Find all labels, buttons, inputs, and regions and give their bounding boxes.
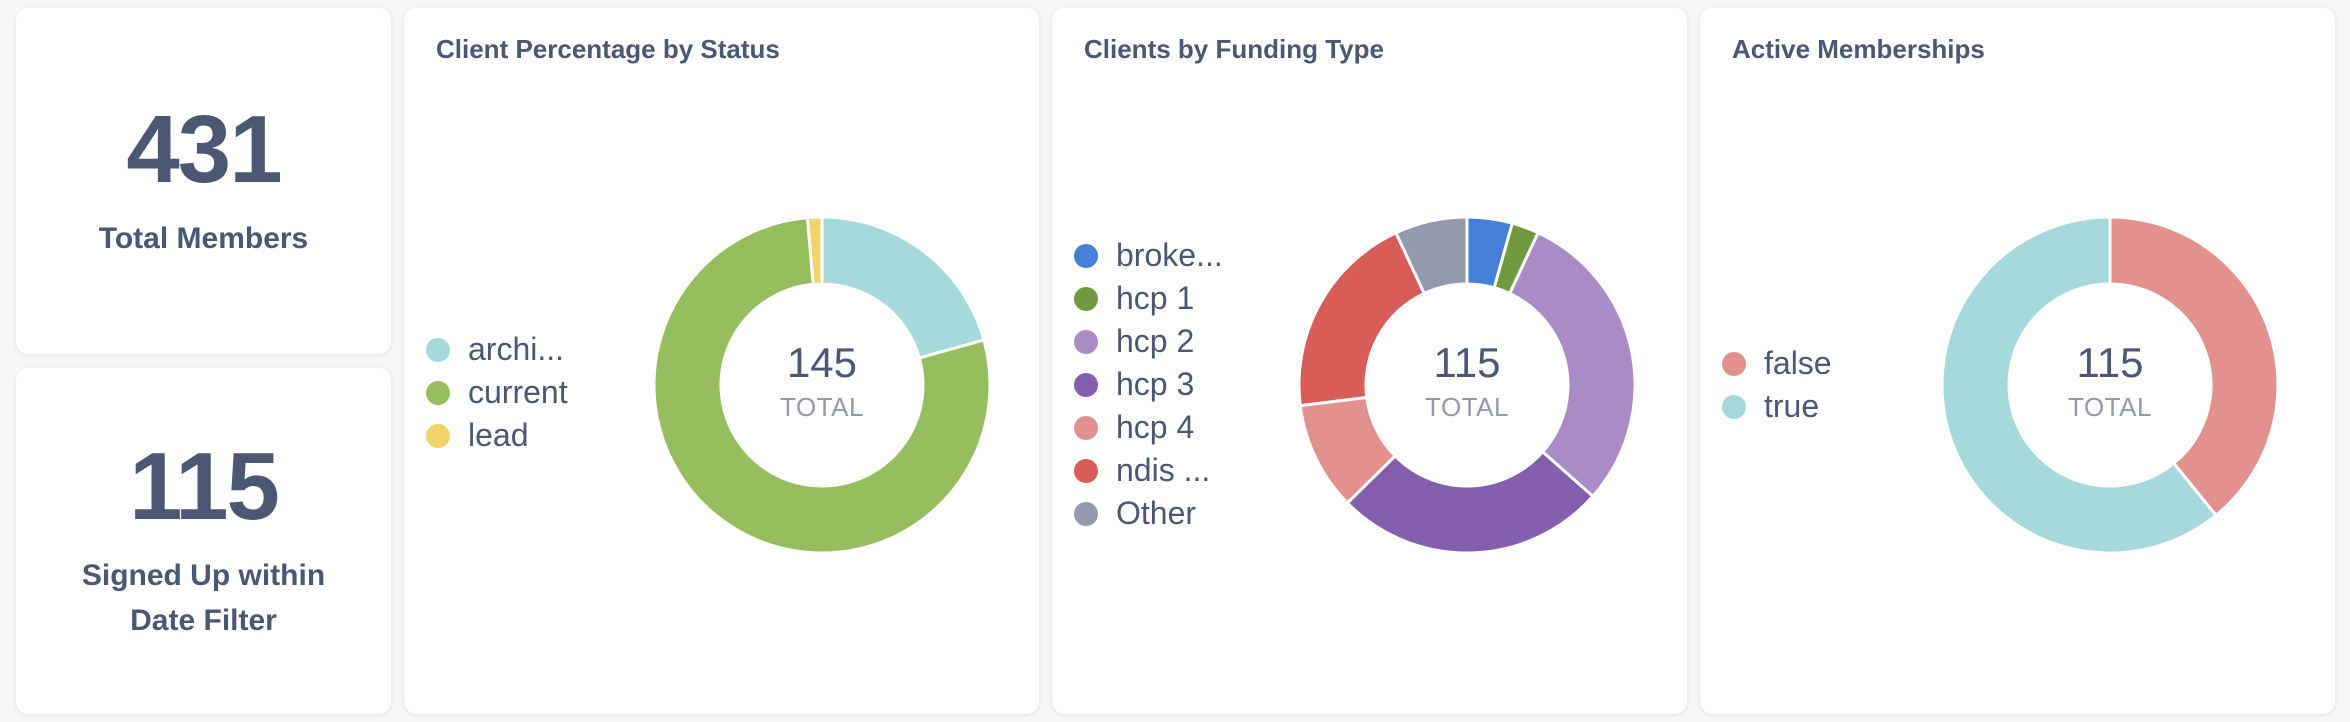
- funding-total-label: TOTAL: [1425, 392, 1509, 422]
- donut-slice-current[interactable]: [652, 216, 992, 555]
- legend-label: hcp 1: [1116, 280, 1195, 316]
- legend-dot: [1074, 329, 1098, 354]
- signed-up-card[interactable]: 115 Signed Up within Date Filter: [16, 368, 391, 714]
- funding-donut-center: 115 TOTAL: [1367, 342, 1567, 423]
- legend-item-hcp-4[interactable]: hcp 4: [1074, 406, 1223, 449]
- legend-item-hcp-3[interactable]: hcp 3: [1074, 363, 1223, 406]
- membership-chart-legend: false true: [1722, 342, 1832, 428]
- membership-donut-center: 115 TOTAL: [2010, 342, 2210, 423]
- legend-label: Other: [1116, 495, 1197, 531]
- legend-label: false: [1764, 345, 1832, 381]
- legend-dot: [426, 423, 450, 448]
- donut-slice-lead[interactable]: [805, 215, 824, 286]
- status-chart-title: Client Percentage by Status: [436, 34, 780, 64]
- legend-item-broker[interactable]: broke...: [1074, 234, 1223, 277]
- legend-label: ndis ...: [1116, 452, 1211, 488]
- status-donut-chart[interactable]: [652, 215, 992, 555]
- legend-dot: [1074, 415, 1098, 440]
- legend-item-archived[interactable]: archi...: [426, 328, 568, 371]
- funding-chart-title: Clients by Funding Type: [1084, 34, 1384, 64]
- legend-dot: [1074, 501, 1098, 526]
- legend-dot: [1074, 458, 1098, 483]
- legend-label: lead: [468, 417, 529, 453]
- membership-donut-chart[interactable]: [1940, 215, 2280, 555]
- donut-slice-true[interactable]: [1940, 215, 2218, 555]
- legend-label: hcp 3: [1116, 366, 1195, 402]
- legend-label: archi...: [468, 331, 565, 367]
- total-members-label: Total Members: [98, 221, 309, 255]
- legend-item-ndis[interactable]: ndis ...: [1074, 449, 1223, 492]
- status-total-value: 145: [786, 339, 858, 386]
- membership-chart-title: Active Memberships: [1732, 34, 1985, 64]
- legend-dot: [1722, 351, 1746, 376]
- signed-up-label: Signed Up within Date Filter: [81, 559, 326, 637]
- legend-dot: [1074, 243, 1098, 268]
- status-donut-center: 145 TOTAL: [722, 342, 922, 423]
- legend-dot: [1074, 372, 1098, 397]
- membership-chart-card[interactable]: Active Memberships false true 115 TOTAL: [1700, 8, 2335, 714]
- legend-item-current[interactable]: current: [426, 371, 568, 414]
- donut-slice-archi[interactable]: [820, 215, 986, 360]
- status-total-label: TOTAL: [780, 392, 864, 422]
- membership-total-value: 115: [2076, 339, 2144, 386]
- legend-item-true[interactable]: true: [1722, 385, 1832, 428]
- legend-dot: [426, 337, 450, 362]
- legend-item-hcp-2[interactable]: hcp 2: [1074, 320, 1223, 363]
- total-members-card[interactable]: 431 Total Members: [16, 8, 391, 354]
- legend-label: hcp 2: [1116, 323, 1195, 359]
- legend-item-other[interactable]: Other: [1074, 492, 1223, 535]
- funding-donut-chart[interactable]: [1297, 215, 1637, 555]
- legend-label: hcp 4: [1116, 409, 1195, 445]
- legend-item-lead[interactable]: lead: [426, 414, 568, 457]
- legend-label: current: [468, 374, 568, 410]
- legend-dot: [1074, 286, 1098, 311]
- status-chart-legend: archi... current lead: [426, 328, 568, 457]
- funding-total-value: 115: [1433, 339, 1501, 386]
- donut-slice-other[interactable]: [1394, 215, 1469, 295]
- funding-chart-legend: broke... hcp 1 hcp 2 hcp 3 hcp 4 ndis ..…: [1074, 234, 1223, 535]
- funding-chart-card[interactable]: Clients by Funding Type broke... hcp 1 h…: [1052, 8, 1687, 714]
- legend-item-hcp-1[interactable]: hcp 1: [1074, 277, 1223, 320]
- donut-slice-hcp-2[interactable]: [1508, 231, 1637, 498]
- legend-label: broke...: [1116, 237, 1223, 273]
- signed-up-value: 115: [129, 433, 280, 540]
- donut-slice-hcp-3[interactable]: [1345, 450, 1595, 555]
- legend-dot: [1722, 394, 1746, 419]
- status-chart-card[interactable]: Client Percentage by Status archi... cur…: [404, 8, 1039, 714]
- legend-label: true: [1764, 388, 1820, 424]
- legend-dot: [426, 380, 450, 405]
- membership-total-label: TOTAL: [2068, 392, 2152, 422]
- donut-slice-false[interactable]: [2108, 215, 2280, 517]
- legend-item-false[interactable]: false: [1722, 342, 1832, 385]
- total-members-value: 431: [126, 95, 282, 203]
